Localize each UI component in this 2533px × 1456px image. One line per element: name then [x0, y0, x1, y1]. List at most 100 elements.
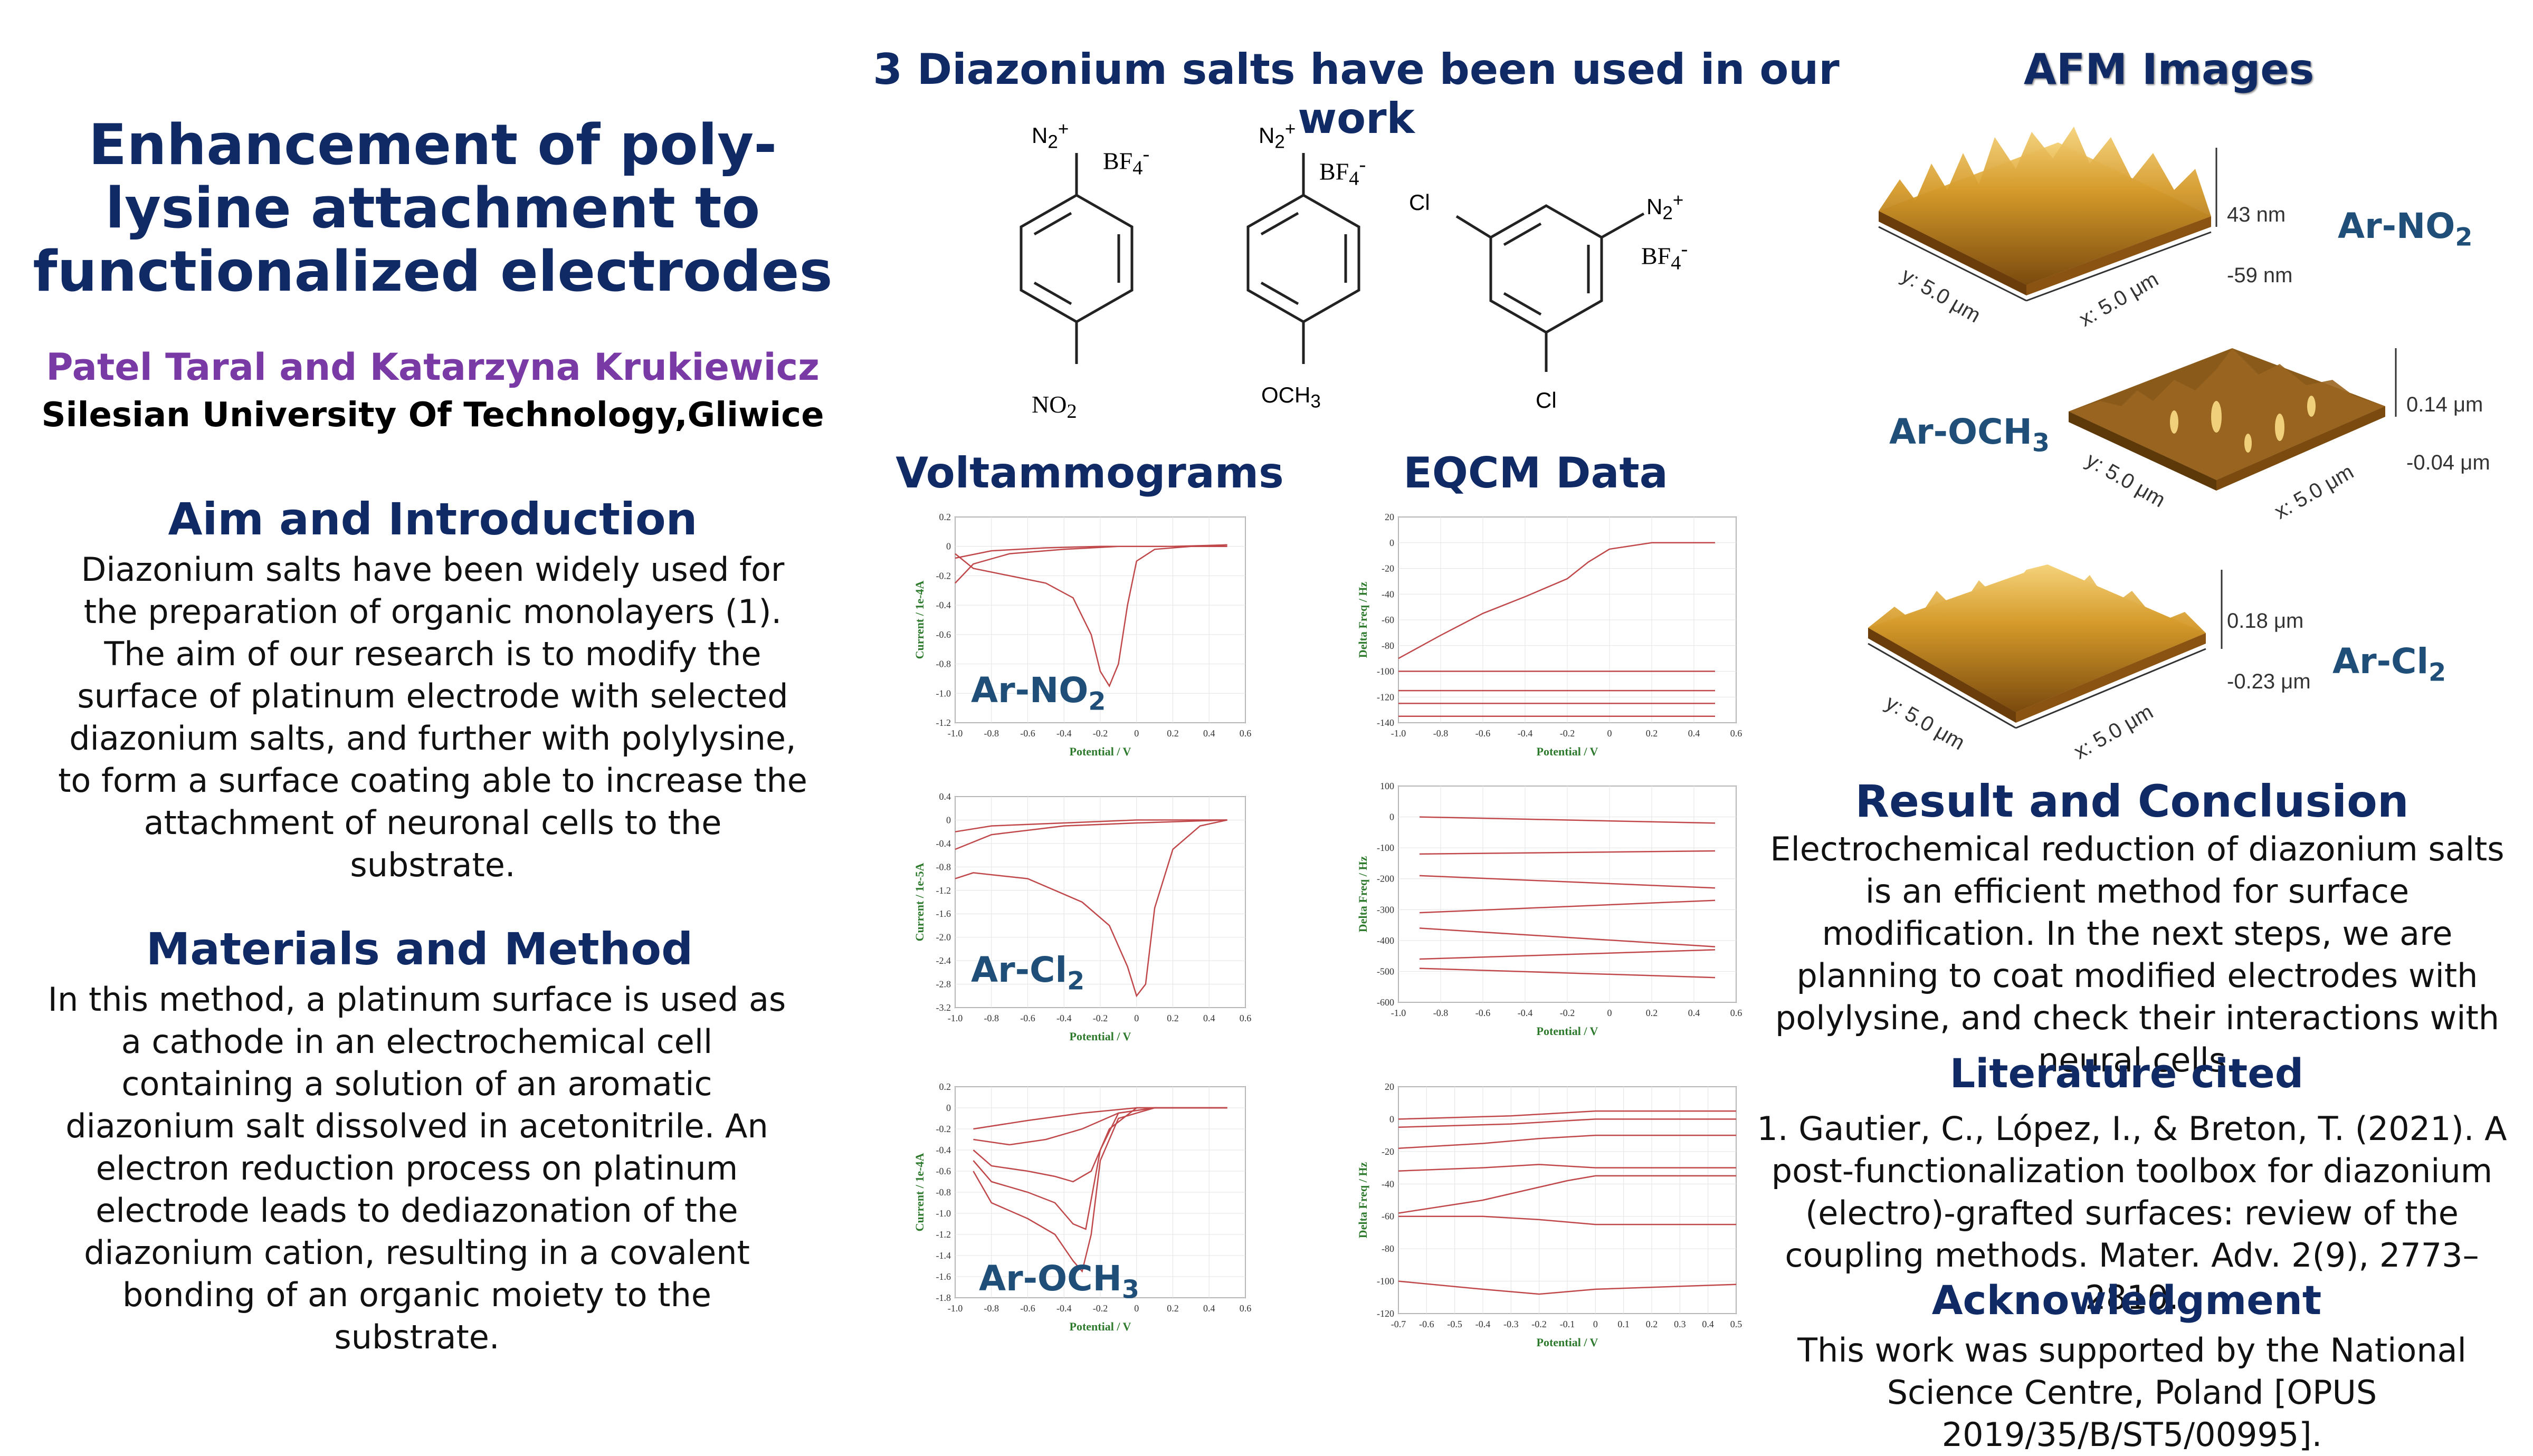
x-tick-label: -1.0 [1391, 1008, 1406, 1018]
ring-no2 [1020, 153, 1134, 364]
x-tick-label: 0.4 [1203, 1303, 1215, 1314]
series-line-3 [955, 544, 1227, 584]
y-tick-label: -120 [1377, 1308, 1394, 1319]
y-tick-label: -2.8 [936, 979, 951, 990]
afm-label-och3: Ar-OCH3 [1889, 411, 2050, 458]
series-line-6 [1419, 949, 1716, 960]
x-tick-label: 0 [1593, 1319, 1598, 1329]
afm-scale-bot-1: -59 nm [2227, 264, 2293, 287]
x-tick-label: 0.3 [1674, 1319, 1686, 1329]
y-tick-label: -100 [1377, 666, 1394, 677]
voltammogram-ar-no2: -1.0 -0.8 -0.6 -0.4 -0.2 0 0.2 0.4 0.6 0.2 0 -0.2 -0… [908, 506, 1256, 770]
x-tick-label: 0.2 [1167, 1303, 1179, 1314]
volt-label-och3: Ar-OCH3 [979, 1258, 1139, 1305]
y-axis-label: Current / 1e-5A [913, 863, 926, 942]
y-tick-label: -200 [1377, 874, 1394, 884]
x-tick-label: 0.6 [1730, 1008, 1742, 1018]
aim-text: Diazonium salts have been widely used fo… [58, 550, 807, 884]
x-tick-label: 0.2 [1646, 1319, 1658, 1329]
series-line-2 [1398, 1118, 1736, 1128]
x-tick-label: 0.6 [1240, 728, 1252, 739]
y-tick-label: -100 [1377, 842, 1394, 853]
y-tick-label: -2.0 [936, 932, 951, 943]
x-tick-label: -0.8 [984, 1303, 999, 1314]
x-tick-label: -0.6 [1020, 728, 1035, 739]
series-line-1 [973, 1107, 1227, 1273]
diazonium-structures [1020, 153, 1645, 372]
y-tick-label: -0.4 [936, 600, 951, 610]
eqcm-heading: EQCM Data [1403, 448, 1668, 497]
x-tick-label: 0.4 [1688, 728, 1700, 739]
literature-heading: Literature cited [1949, 1050, 2304, 1097]
x-tick-label: -0.2 [1560, 728, 1575, 739]
och3-label: OCH3 [1261, 382, 1321, 412]
ring-och3 [1246, 153, 1360, 364]
x-tick-label: 0 [1134, 1303, 1139, 1314]
y-tick-label: -140 [1377, 717, 1394, 728]
afm-label-no2: Ar-NO2 [2338, 206, 2473, 252]
x-tick-label: -1.0 [948, 1013, 963, 1023]
series-line-1 [1419, 816, 1716, 824]
x-tick-label: -0.4 [1475, 1319, 1491, 1329]
y-tick-label: -1.2 [936, 717, 951, 728]
methods-text: In this method, a platinum surface is us… [47, 980, 786, 1356]
y-tick-label: -1.8 [936, 1292, 951, 1303]
y-tick-label: -0.8 [936, 659, 951, 669]
x-tick-label: -0.8 [984, 728, 999, 739]
y-tick-label: -100 [1377, 1276, 1394, 1287]
bf4-label-1: BF4- [1103, 143, 1150, 179]
y-tick-label: -3.2 [936, 1002, 951, 1013]
x-tick-label: 0.4 [1702, 1319, 1714, 1329]
y-tick-label: 0.4 [939, 791, 951, 802]
x-tick-label: -1.0 [1391, 728, 1406, 739]
series-line-7 [1419, 968, 1716, 979]
y-tick-label: 20 [1385, 1081, 1394, 1092]
y-tick-label: -20 [1382, 563, 1394, 574]
y-tick-label: -60 [1382, 1211, 1394, 1222]
n2-label-2: N2+ [1259, 119, 1296, 152]
x-tick-label: -0.4 [1056, 728, 1072, 739]
voltammogram-ar-och3: -1.0 -0.8 -0.6 -0.4 -0.2 0 0.2 0.4 0.6 0.2 0 -0.2 -0… [908, 1076, 1256, 1345]
series-line-3 [973, 1107, 1227, 1183]
x-tick-label: -0.2 [1093, 1013, 1108, 1023]
y-tick-label: -400 [1377, 935, 1394, 946]
authors: Patel Taral and Katarzyna Krukiewicz [46, 346, 820, 389]
afm-x-axis-2: x: 5.0 μm [2271, 460, 2358, 524]
x-axis-label: Potential / V [1537, 1024, 1598, 1038]
x-tick-label: -0.6 [1419, 1319, 1434, 1329]
x-axis-label: Potential / V [1070, 745, 1131, 758]
acknowledgment-text: This work was supported by the National … [1797, 1331, 2467, 1454]
afm-label-cl2: Ar-Cl2 [2332, 641, 2446, 687]
x-tick-label: -0.6 [1475, 1008, 1491, 1018]
x-tick-label: 0.6 [1730, 728, 1742, 739]
y-tick-label: -0.4 [936, 1145, 951, 1155]
x-tick-label: 0.4 [1688, 1008, 1700, 1018]
x-tick-label: 0.6 [1240, 1013, 1252, 1023]
n2-label-1: N2+ [1032, 119, 1069, 152]
series-line-5 [1419, 927, 1716, 947]
afm-scale-bot-2: -0.04 μm [2406, 451, 2490, 474]
afm-y-axis-3: y: 5.0 μm [1882, 691, 1969, 755]
cl-label-1: Cl [1409, 190, 1430, 215]
afm-image-och3: y: 5.0 μm x: 5.0 μm 0.14 μm -0.04 μm [2069, 348, 2490, 524]
x-tick-label: -0.3 [1503, 1319, 1519, 1329]
x-tick-label: -0.2 [1560, 1008, 1575, 1018]
x-tick-label: -0.8 [984, 1013, 999, 1023]
x-axis-label: Potential / V [1070, 1030, 1131, 1043]
x-tick-label: 0 [1134, 728, 1139, 739]
series-line-7 [1398, 1280, 1737, 1295]
x-axis-label: Potential / V [1537, 1336, 1598, 1349]
volt-label-no2: Ar-NO2 [971, 670, 1106, 716]
x-tick-label: 0.2 [1646, 728, 1658, 739]
series-line-5 [973, 1107, 1227, 1130]
x-tick-label: 0.6 [1240, 1303, 1252, 1314]
volt-label-cl2: Ar-Cl2 [971, 950, 1085, 996]
y-tick-label: -60 [1382, 615, 1394, 625]
y-tick-label: 100 [1380, 781, 1394, 791]
series-line-1 [955, 819, 1227, 998]
y-tick-label: -1.0 [936, 688, 951, 698]
y-tick-label: -0.8 [936, 1187, 951, 1198]
y-tick-label: -40 [1382, 1179, 1394, 1189]
x-tick-label: 0 [1607, 1008, 1612, 1018]
x-tick-label: 0.1 [1617, 1319, 1630, 1329]
